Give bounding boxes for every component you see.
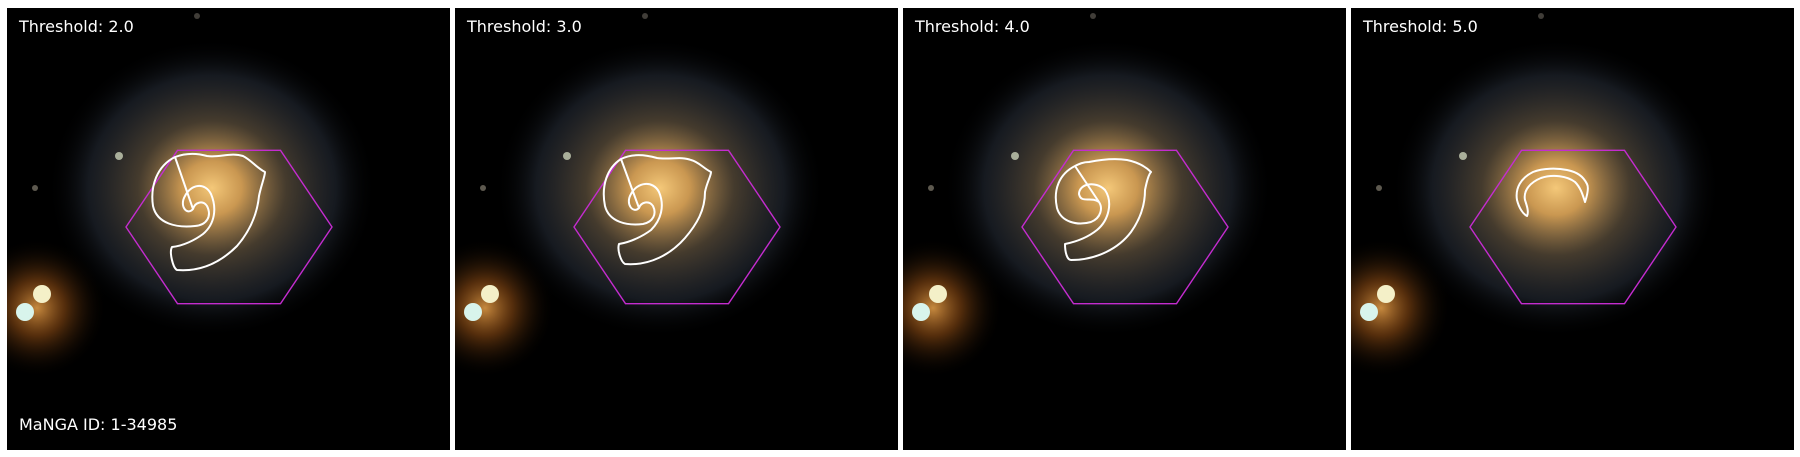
star-3: [929, 285, 947, 303]
galaxy-image: [1351, 8, 1794, 450]
threshold-label: Threshold: 3.0: [467, 17, 582, 36]
star-4: [912, 303, 930, 321]
star-4: [16, 303, 34, 321]
star-3: [33, 285, 51, 303]
galaxy-glow: [495, 38, 825, 338]
star-0: [1459, 152, 1467, 160]
star-3: [481, 285, 499, 303]
galaxy-glow: [943, 38, 1273, 338]
star-2: [642, 13, 648, 19]
star-1: [928, 185, 934, 191]
star-0: [115, 152, 123, 160]
manga-id-label: MaNGA ID: 1-34985: [19, 415, 178, 434]
arm-contour: [602, 154, 712, 266]
star-0: [563, 152, 571, 160]
arm-contour: [1054, 158, 1152, 261]
star-3: [1377, 285, 1395, 303]
bright-source-halo: [903, 238, 1003, 378]
threshold-label: Threshold: 2.0: [19, 17, 134, 36]
star-1: [1376, 185, 1382, 191]
galaxy-glow: [1391, 38, 1721, 338]
galaxy-glow: [47, 38, 377, 338]
star-4: [1360, 303, 1378, 321]
star-2: [1090, 13, 1096, 19]
galaxy-panel-threshold-3: Threshold: 3.0: [455, 8, 898, 450]
threshold-label: Threshold: 5.0: [1363, 17, 1478, 36]
galaxy-panel-threshold-5: Threshold: 5.0: [1351, 8, 1794, 450]
ifu-hexagon: [1021, 149, 1229, 305]
star-4: [464, 303, 482, 321]
arm-contour: [1515, 167, 1589, 217]
threshold-label: Threshold: 4.0: [915, 17, 1030, 36]
ifu-hexagon: [573, 149, 781, 305]
galaxy-image: [455, 8, 898, 450]
ifu-hexagon: [1469, 149, 1677, 305]
ifu-hexagon: [125, 149, 333, 305]
galaxy-panel-threshold-4: Threshold: 4.0: [903, 8, 1346, 450]
bright-source-halo: [7, 238, 107, 378]
star-1: [32, 185, 38, 191]
star-2: [194, 13, 200, 19]
star-1: [480, 185, 486, 191]
bright-source-halo: [1351, 238, 1451, 378]
galaxy-image: [903, 8, 1346, 450]
arm-contour: [151, 152, 266, 272]
galaxy-panel-threshold-2: Threshold: 2.0 MaNGA ID: 1-34985: [7, 8, 450, 450]
bright-source-halo: [455, 238, 555, 378]
star-2: [1538, 13, 1544, 19]
star-0: [1011, 152, 1019, 160]
galaxy-image: [7, 8, 450, 450]
